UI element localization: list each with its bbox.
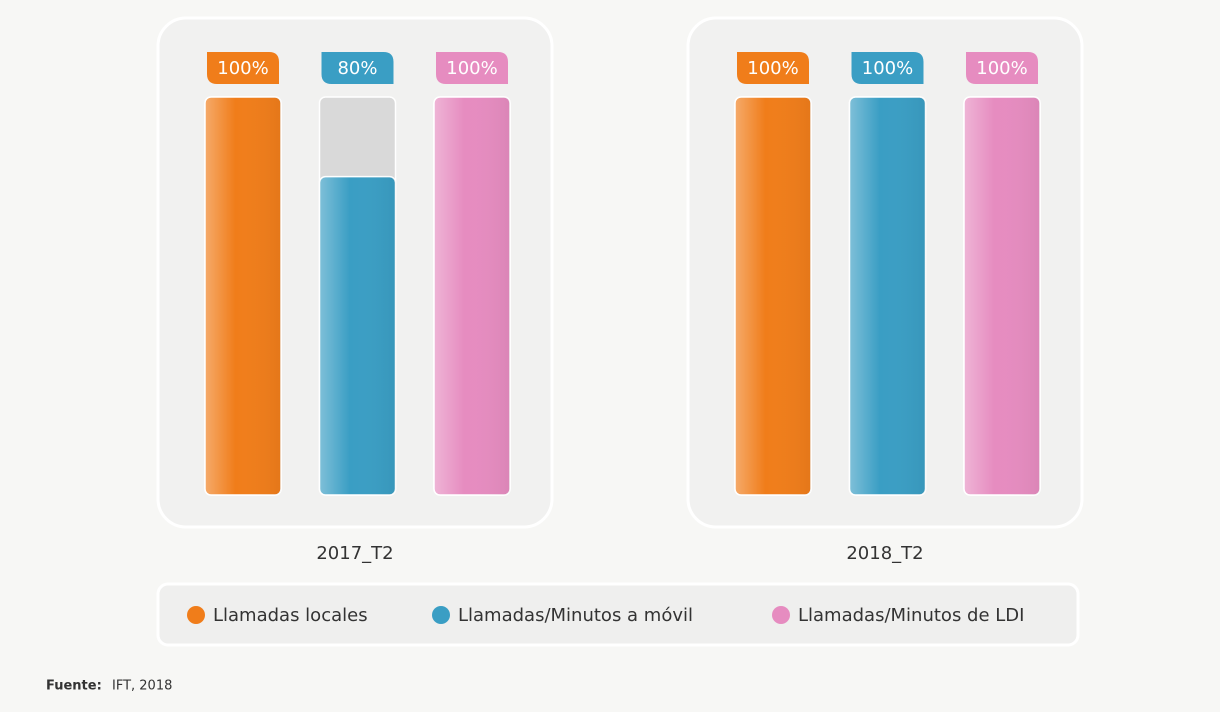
bar-shine <box>849 97 926 495</box>
source-label: Fuente: <box>46 679 102 694</box>
value-label: 100% <box>862 58 913 79</box>
value-label-box <box>966 52 1038 84</box>
value-label: 100% <box>747 58 798 79</box>
bar-shine <box>205 97 281 495</box>
bar-shine <box>735 97 811 495</box>
value-label-box <box>207 52 279 84</box>
bar-shine <box>319 176 396 495</box>
legend-swatch <box>432 606 450 624</box>
source: IFT, 2018 <box>112 679 172 694</box>
legend-label: Llamadas locales <box>213 605 368 626</box>
value-label: 100% <box>217 58 268 79</box>
value-label-box <box>851 52 924 84</box>
legend-swatch <box>772 606 790 624</box>
value-label-box <box>737 52 809 84</box>
value-label: 80% <box>337 58 377 79</box>
legend-box <box>156 582 1080 647</box>
legend-label: Llamadas/Minutos de LDI <box>798 605 1024 626</box>
bar-shine <box>434 97 510 495</box>
value-label-box <box>436 52 508 84</box>
x-tick-label: 2018_T2 <box>846 543 923 564</box>
bar-shine <box>964 97 1040 495</box>
legend-label: Llamadas/Minutos a móvil <box>458 605 693 626</box>
value-label: 100% <box>446 58 497 79</box>
legend-swatch <box>187 606 205 624</box>
value-label: 100% <box>976 58 1027 79</box>
value-label-box <box>321 52 394 84</box>
x-tick-label: 2017_T2 <box>316 543 393 564</box>
